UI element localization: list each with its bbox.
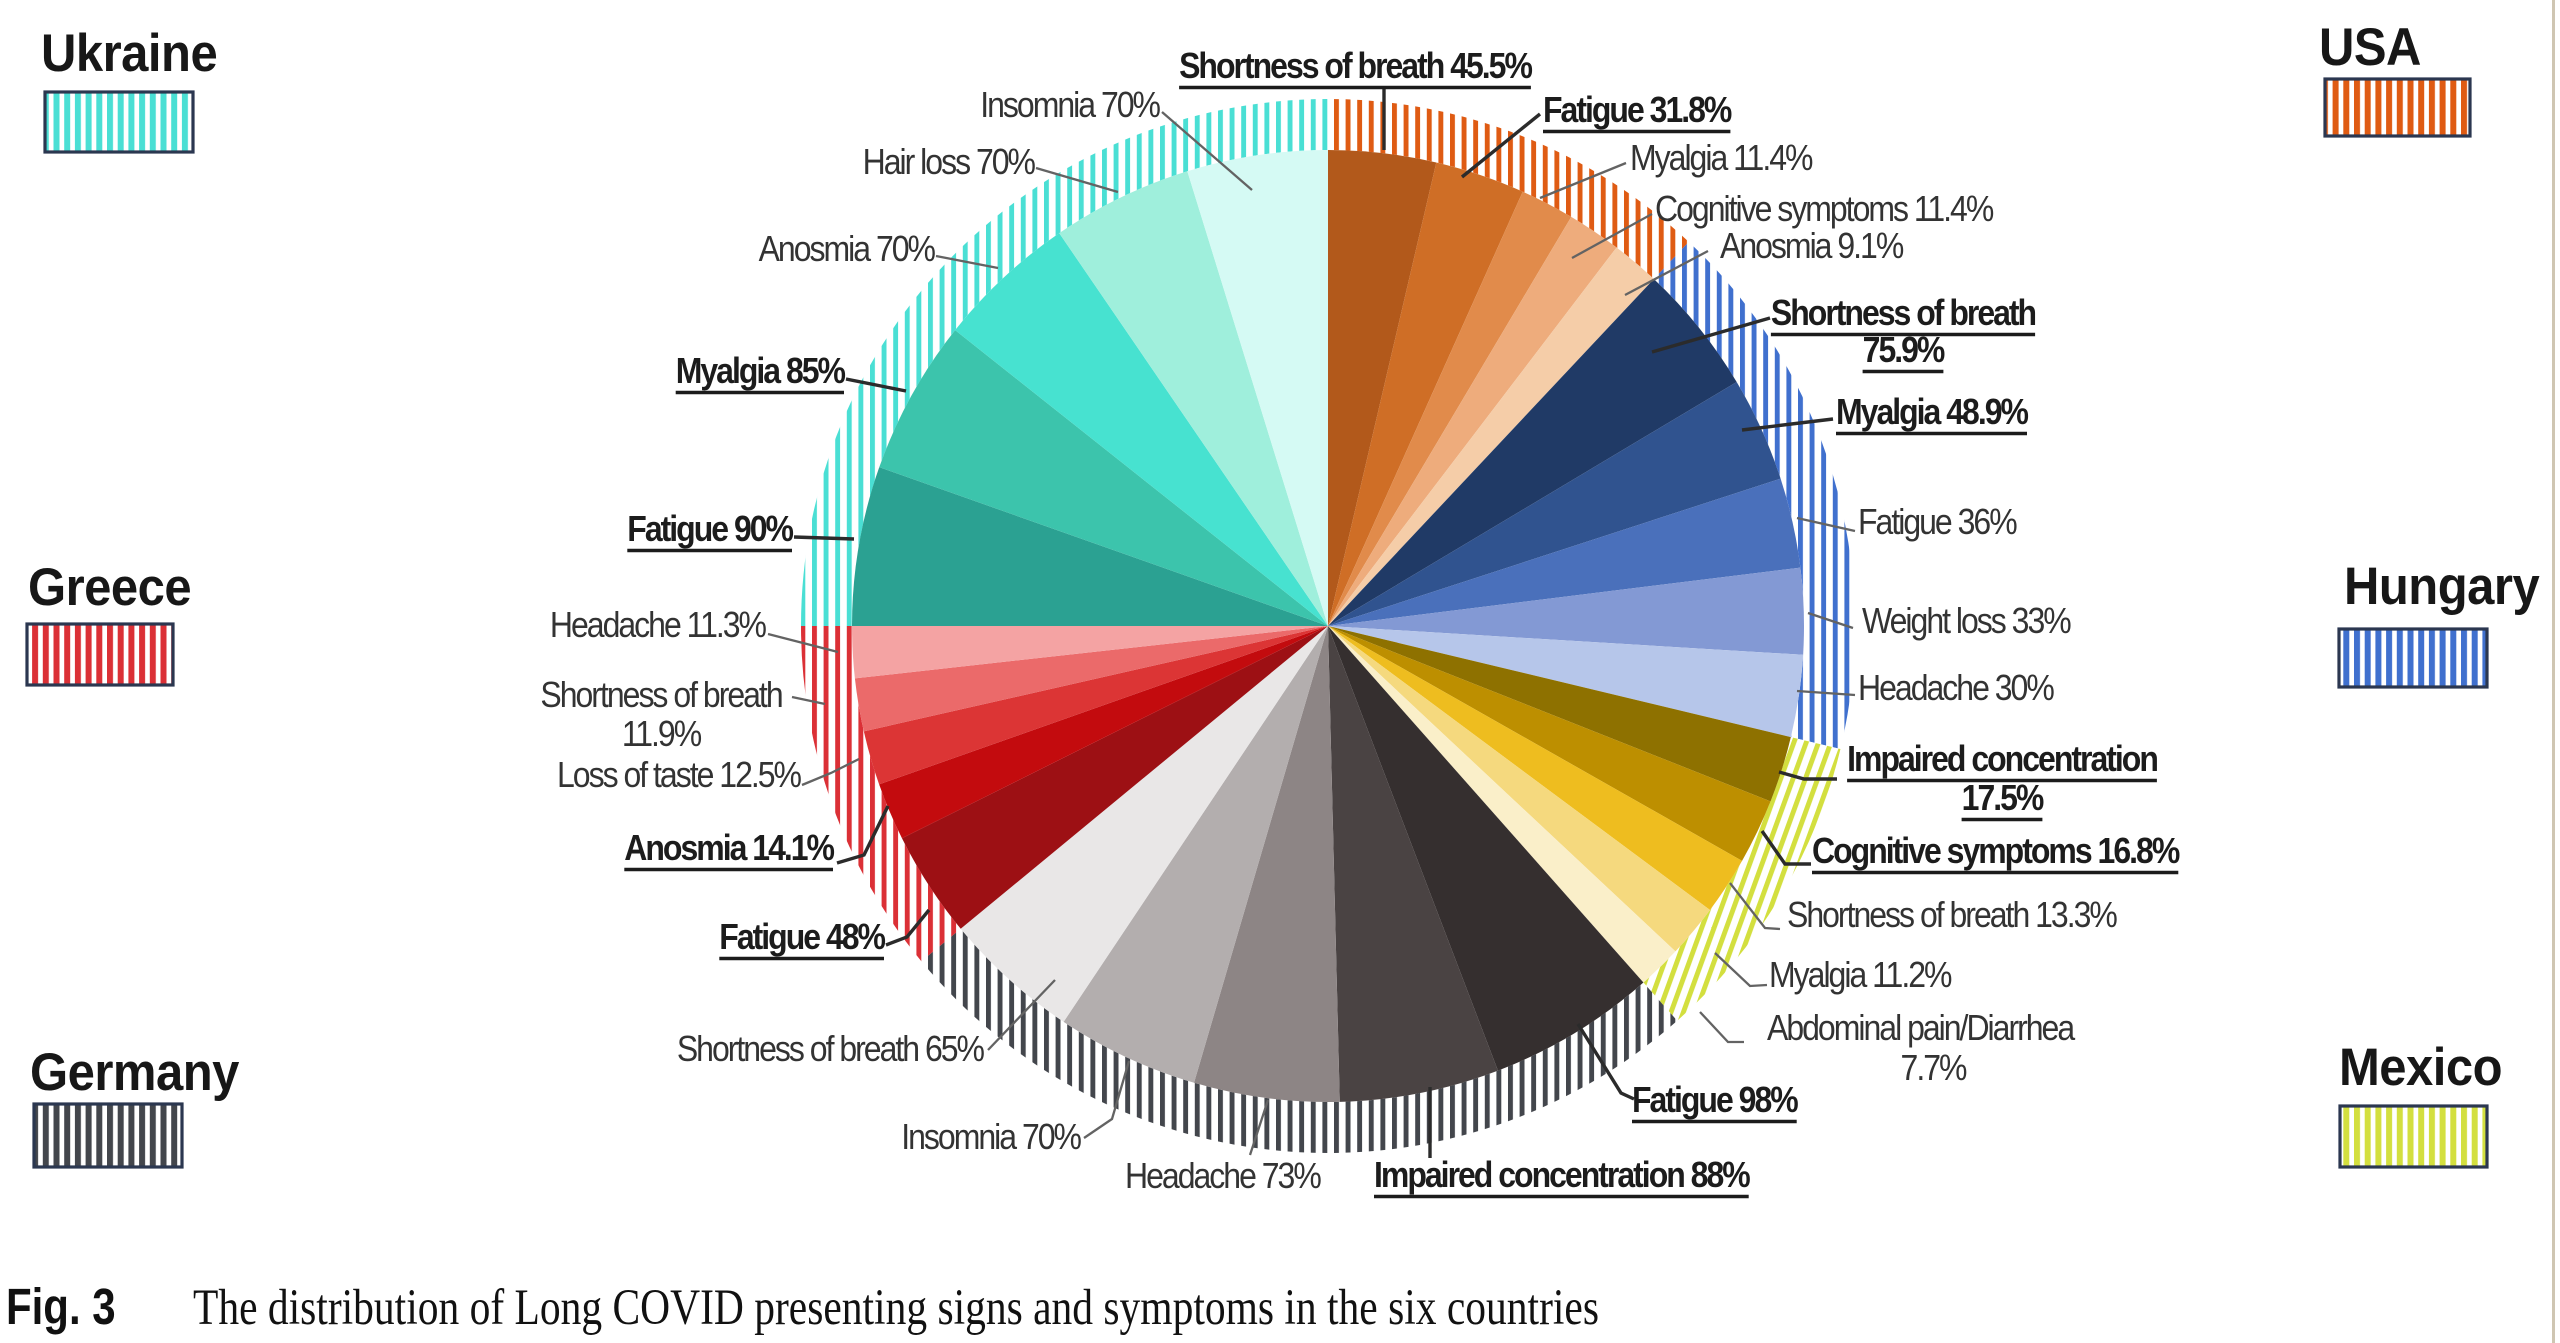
svg-text:Insomnia 70%: Insomnia 70% — [980, 85, 1160, 125]
svg-text:Headache 73%: Headache 73% — [1125, 1156, 1321, 1196]
svg-text:Shortness of breath 65%: Shortness of breath 65% — [677, 1029, 984, 1069]
svg-text:Shortness of breath: Shortness of breath — [540, 675, 781, 715]
svg-text:The distribution of Long COVID: The distribution of Long COVID presentin… — [193, 1280, 1599, 1336]
svg-text:Germany: Germany — [30, 1042, 240, 1101]
svg-text:USA: USA — [2319, 17, 2421, 76]
svg-text:Myalgia 48.9%: Myalgia 48.9% — [1836, 392, 2029, 432]
svg-text:Cognitive symptoms 16.8%: Cognitive symptoms 16.8% — [1812, 831, 2180, 871]
svg-text:Myalgia 85%: Myalgia 85% — [676, 351, 846, 391]
svg-text:7.7%: 7.7% — [1901, 1048, 1967, 1088]
svg-text:Ukraine: Ukraine — [41, 23, 217, 82]
svg-text:Shortness of breath: Shortness of breath — [1771, 293, 2036, 333]
svg-text:Anosmia 9.1%: Anosmia 9.1% — [1720, 226, 1903, 266]
svg-text:Headache 30%: Headache 30% — [1858, 668, 2054, 708]
svg-text:Fatigue 36%: Fatigue 36% — [1858, 502, 2017, 542]
svg-text:Hair loss 70%: Hair loss 70% — [863, 142, 1035, 182]
svg-text:Loss of taste 12.5%: Loss of taste 12.5% — [557, 755, 801, 795]
svg-text:Abdominal pain/Diarrhea: Abdominal pain/Diarrhea — [1767, 1008, 2075, 1048]
svg-text:Shortness of breath 45.5%: Shortness of breath 45.5% — [1179, 46, 1533, 86]
svg-text:Cognitive symptoms 11.4%: Cognitive symptoms 11.4% — [1655, 189, 1993, 229]
svg-text:Impaired concentration 88%: Impaired concentration 88% — [1374, 1155, 1751, 1195]
svg-text:Mexico: Mexico — [2339, 1037, 2502, 1096]
svg-text:Fatigue 48%: Fatigue 48% — [719, 917, 885, 957]
svg-text:Fig. 3: Fig. 3 — [6, 1278, 116, 1335]
svg-text:11.9%: 11.9% — [622, 714, 701, 754]
svg-text:Fatigue 31.8%: Fatigue 31.8% — [1543, 90, 1732, 130]
svg-text:75.9%: 75.9% — [1863, 330, 1946, 370]
svg-text:Fatigue 90%: Fatigue 90% — [627, 509, 793, 549]
svg-text:Anosmia 14.1%: Anosmia 14.1% — [624, 828, 835, 868]
svg-text:Myalgia 11.4%: Myalgia 11.4% — [1630, 138, 1812, 178]
svg-text:Insomnia 70%: Insomnia 70% — [901, 1117, 1081, 1157]
svg-text:Hungary: Hungary — [2344, 556, 2540, 615]
svg-text:Impaired concentration: Impaired concentration — [1847, 739, 2157, 779]
svg-text:Myalgia 11.2%: Myalgia 11.2% — [1769, 955, 1951, 995]
svg-text:Weight loss 33%: Weight loss 33% — [1862, 601, 2071, 641]
svg-text:Fatigue 98%: Fatigue 98% — [1632, 1080, 1798, 1120]
svg-text:Anosmia 70%: Anosmia 70% — [759, 229, 935, 269]
svg-text:Headache 11.3%: Headache 11.3% — [550, 605, 766, 645]
svg-text:17.5%: 17.5% — [1962, 778, 2045, 818]
svg-text:Greece: Greece — [28, 557, 191, 616]
svg-text:Shortness of breath 13.3%: Shortness of breath 13.3% — [1787, 895, 2117, 935]
